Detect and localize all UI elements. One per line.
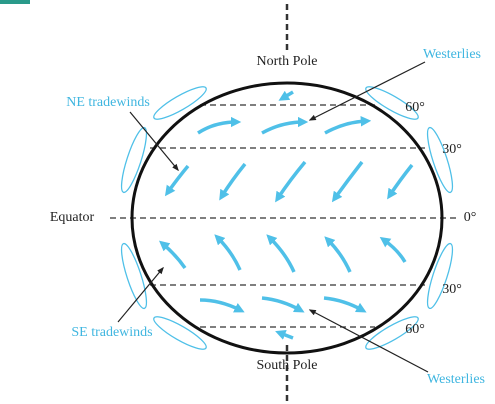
earth [130,81,444,355]
south-pole-label: South Pole [256,358,317,373]
westerlies-north-label: Westerlies [423,47,481,62]
winds [158,90,414,340]
lat-label: 30° [442,142,462,157]
cells [120,86,454,350]
north-pole-label: North Pole [256,54,317,69]
lat-label: 0° [464,210,477,225]
corner-bar [0,0,30,4]
lat-label: 60° [405,322,425,337]
pointer-west-n [308,61,426,121]
ne-tradewinds-label: NE tradewinds [66,95,150,110]
westerlies-south-label: Westerlies [427,372,485,387]
pointer-ne [129,111,179,172]
se-tradewinds-label: SE tradewinds [71,325,152,340]
pointer-west-s [308,309,429,373]
lat-label: 60° [405,100,425,115]
equator-label: Equator [50,210,95,225]
pointer-se [117,266,164,323]
lat-label: 30° [442,282,462,297]
